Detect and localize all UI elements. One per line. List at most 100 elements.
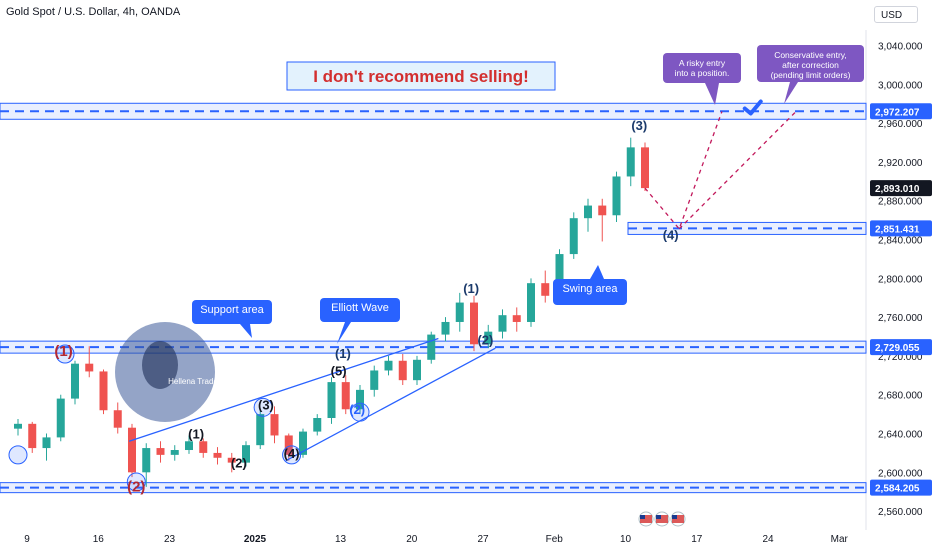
x-tick-label: 2025 (244, 534, 267, 545)
trendline-upper (128, 337, 439, 442)
candles (14, 137, 649, 487)
swing-callout: Swing area (553, 265, 627, 305)
candle-body (569, 218, 578, 255)
event-flag-canton (672, 515, 677, 519)
candle-body (612, 176, 621, 216)
x-tick-label: Feb (546, 534, 564, 545)
candle-body (370, 370, 379, 390)
watermark-text: Hellena Trade (168, 377, 218, 386)
y-tick-label: 2,960.000 (878, 119, 923, 130)
event-flag-canton (640, 515, 645, 519)
swing-callout-pointer (590, 265, 604, 279)
candle-body (470, 302, 478, 345)
elliott-callout-bg (320, 298, 400, 322)
candle-body (441, 321, 450, 335)
pivot-circle (350, 402, 370, 422)
conservative-callout: Conservative entry,after correction(pend… (757, 45, 864, 104)
elliott-callout-text: Elliott Wave (331, 302, 389, 314)
level-band (0, 482, 867, 494)
candle-body (598, 205, 607, 216)
candle-body (128, 427, 136, 473)
wave-label: (2) (349, 402, 365, 417)
y-tick-label: 2,880.000 (878, 197, 923, 208)
price-tag-bg (870, 180, 932, 197)
x-tick-label: Mar (831, 534, 849, 545)
projection-path-conservative (678, 111, 797, 230)
conservative-callout-text: (pending limit orders) (771, 70, 851, 80)
projection-path (644, 111, 723, 231)
wave-label: (2) (477, 332, 493, 347)
wave-label: (2) (231, 455, 247, 470)
candle-body (14, 423, 22, 429)
y-tick-label: 2,840.000 (878, 236, 923, 247)
candle-body (427, 334, 436, 360)
wave-label: (3) (631, 118, 647, 133)
candle-body (455, 302, 464, 322)
candle-body (413, 359, 421, 381)
candle-body (156, 448, 165, 455)
y-tick-label: 2,920.000 (878, 158, 923, 169)
risky-callout-text: into a position. (675, 68, 730, 78)
candle-body (270, 414, 279, 436)
wave-label: (4) (284, 446, 300, 461)
pivot-circle (282, 445, 302, 465)
headline-bg (286, 61, 556, 91)
x-tick-label: 10 (620, 534, 632, 545)
risky-callout-text: A risky entry (679, 58, 726, 68)
price-tag-bg (870, 339, 932, 356)
conservative-callout-bg (757, 45, 864, 82)
risky-callout-pointer (705, 83, 719, 105)
candle-body (71, 363, 79, 399)
wave-label: (4) (663, 228, 679, 243)
elliott-callout-pointer (337, 322, 351, 344)
watermark-logo: Hellena Trade (115, 322, 218, 422)
candle-body (56, 398, 65, 438)
support-callout: Support area (192, 300, 272, 338)
conservative-callout-text: after correction (782, 60, 839, 70)
candle-body (170, 450, 179, 455)
event-flag-stripes (640, 515, 652, 523)
pivot-circle (8, 445, 28, 465)
level-band (0, 102, 867, 120)
conservative-callout-pointer (784, 82, 798, 104)
price-tag: 2,893.010 (875, 184, 920, 195)
price-tag: 2,584.205 (875, 484, 920, 495)
wave-label: (3) (258, 397, 274, 412)
event-flag-stripes (672, 515, 684, 523)
y-tick-label: 2,600.000 (878, 468, 923, 479)
price-tag: 2,972.207 (875, 107, 920, 118)
support-callout-bg (192, 300, 272, 324)
candle-body (284, 435, 293, 455)
candle-body (85, 363, 94, 372)
x-tick-label: 20 (406, 534, 418, 545)
candle-body (142, 448, 151, 473)
candle-body (28, 423, 37, 449)
pivot-circle (253, 397, 273, 417)
price-tag: 2,729.055 (875, 343, 920, 354)
candle-body (356, 389, 364, 410)
candle-body (584, 205, 592, 219)
swing-callout-bg (553, 279, 627, 305)
x-tick-label: 27 (477, 534, 489, 545)
candle-body (242, 445, 250, 463)
price-tag-bg (870, 220, 932, 237)
price-tag: 2,851.431 (875, 224, 920, 235)
conservative-callout-text: Conservative entry, (774, 50, 847, 60)
event-flag-icon (638, 511, 654, 527)
candle-body (341, 382, 350, 410)
currency-selector[interactable]: USD (874, 6, 918, 23)
candle-body (256, 414, 265, 446)
wave-label: (1) (463, 281, 479, 296)
candle-body (99, 371, 108, 411)
candle-body (512, 315, 521, 322)
candle-body (498, 315, 507, 332)
candle-body (213, 452, 222, 458)
candle-body (327, 382, 336, 418)
swing-callout-text: Swing area (562, 283, 618, 295)
candle-body (42, 437, 51, 449)
headline-box: I don't recommend selling! (286, 61, 556, 91)
watermark-face (142, 341, 178, 389)
x-tick-label: 23 (164, 534, 176, 545)
